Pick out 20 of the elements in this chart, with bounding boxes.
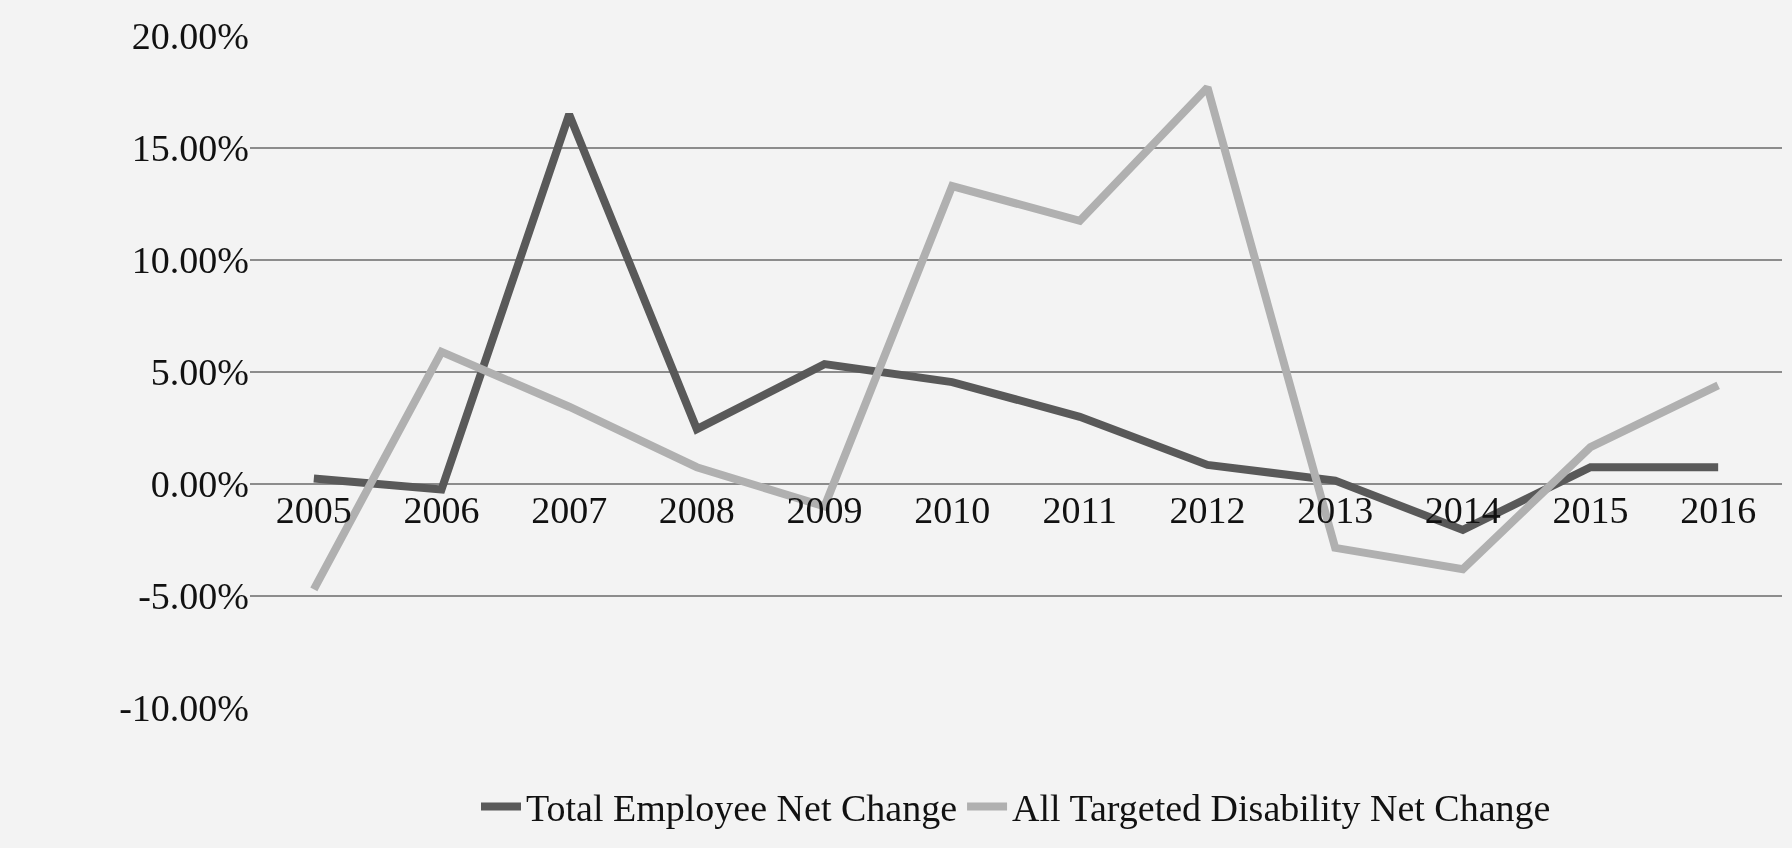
x-tick-label: 2006: [403, 489, 480, 531]
x-tick-label: 2012: [1169, 489, 1246, 531]
y-tick-label: 5.00%: [150, 351, 249, 394]
x-tick-label: 2008: [658, 489, 735, 531]
legend-label: All Targeted Disability Net Change: [1012, 787, 1551, 830]
x-tick-label: 2015: [1552, 489, 1629, 531]
x-tick-label: 2007: [531, 489, 608, 531]
y-tick-label: 10.00%: [131, 239, 249, 282]
legend-label: Total Employee Net Change: [526, 787, 958, 830]
x-tick-label: 2011: [1042, 489, 1118, 531]
y-tick-label: 15.00%: [131, 127, 249, 170]
y-tick-label: -5.00%: [138, 575, 249, 618]
x-tick-label: 2013: [1297, 489, 1374, 531]
x-tick-label: 2009: [786, 489, 863, 531]
y-tick-label: 20.00%: [131, 15, 249, 58]
x-tick-label: 2005: [275, 489, 352, 531]
x-tick-label: 2016: [1680, 489, 1757, 531]
x-tick-label: 2010: [914, 489, 991, 531]
y-tick-label: -10.00%: [119, 687, 249, 730]
y-tick-label: 0.00%: [150, 463, 249, 506]
